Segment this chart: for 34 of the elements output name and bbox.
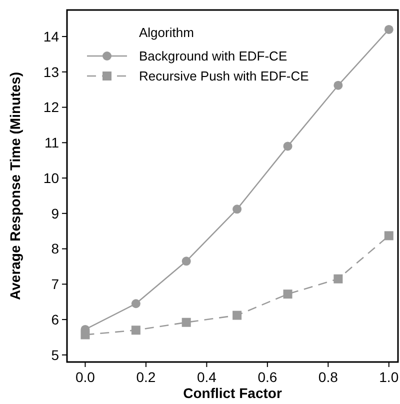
- x-tick-label: 0.0: [75, 369, 96, 385]
- point: [334, 274, 343, 284]
- y-tick-label: 13: [43, 64, 60, 80]
- point: [182, 256, 191, 266]
- legend-label: Recursive Push with EDF-CE: [139, 68, 310, 84]
- x-axis-title: Conflict Factor: [183, 385, 282, 401]
- point: [283, 290, 292, 299]
- y-tick-label: 12: [43, 99, 60, 116]
- point: [232, 310, 242, 320]
- point: [131, 299, 140, 308]
- point: [131, 326, 140, 335]
- point: [334, 80, 343, 90]
- point: [232, 204, 242, 214]
- y-tick-label: 14: [43, 28, 60, 44]
- x-tick-label: 0.6: [258, 369, 278, 385]
- x-tick-label: 1.0: [379, 369, 399, 385]
- y-tick-label: 10: [43, 170, 60, 186]
- y-tick-label: 8: [51, 240, 60, 257]
- point: [80, 330, 90, 340]
- y-tick-label: 7: [51, 276, 60, 292]
- y-tick-label: 11: [44, 134, 60, 151]
- point: [384, 24, 394, 34]
- legend-label: Background with EDF-CE: [139, 48, 288, 64]
- y-axis-title: Average Response Time (Minutes): [7, 72, 23, 300]
- y-tick-label: 6: [51, 311, 60, 328]
- point: [182, 318, 191, 327]
- legend-title: Algorithm: [139, 25, 194, 40]
- point: [384, 231, 394, 240]
- y-tick-label: 5: [51, 346, 60, 363]
- x-tick-label: 0.2: [136, 369, 156, 385]
- x-tick-label: 0.4: [196, 369, 217, 385]
- point: [283, 142, 292, 151]
- x-tick-label: 0.8: [318, 369, 338, 385]
- y-tick-label: 9: [51, 205, 60, 222]
